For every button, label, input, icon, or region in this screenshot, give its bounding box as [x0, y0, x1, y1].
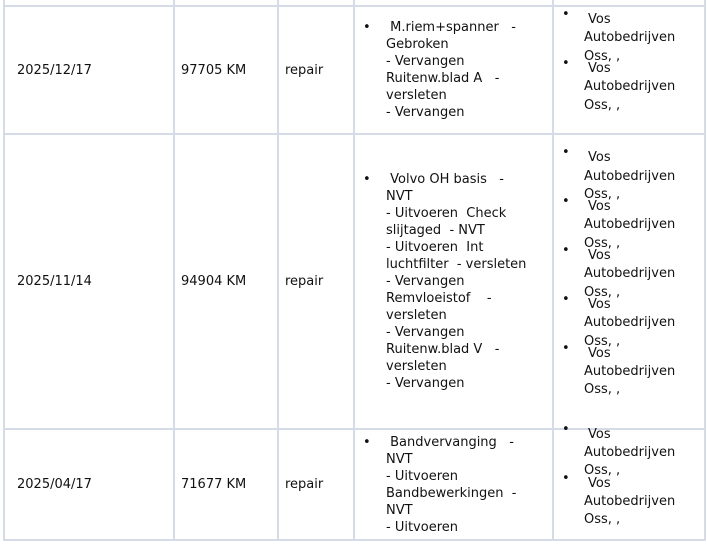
description-line: versleten: [386, 88, 447, 103]
maintenance-history-table: 2025/12/17 97705 KM repair • M.riem+spanner…: [3, 0, 706, 541]
vendor-line: Vos: [588, 150, 611, 166]
bullet-icon: •: [562, 7, 570, 23]
vendor-line: Oss, ,: [584, 48, 621, 64]
vendor-line: Vos: [588, 199, 611, 215]
vendor-list: • Vos Autobedrijven Oss, , • Vos Autobedrijven…: [554, 422, 704, 538]
vendor-item: • Vos Autobedrijven Oss, ,: [554, 56, 704, 115]
description-line: Volvo OH basis -: [386, 172, 504, 187]
description-item: • M.riem+spanner - Gebroken - Vervangen Rui…: [355, 19, 552, 121]
description-line: - Vervangen: [386, 325, 465, 340]
description-line: - Uitvoeren Int: [386, 240, 484, 255]
vendor-line: Oss, ,: [584, 382, 621, 398]
bullet-icon: •: [562, 340, 570, 356]
description-cell: • Volvo OH basis - NVT - Uitvoeren Check sl…: [353, 133, 554, 430]
description-line: - Uitvoeren Check: [386, 206, 507, 221]
description-line: NVT: [386, 502, 413, 518]
table-row: 2025/12/17 97705 KM repair • M.riem+spanner…: [3, 5, 706, 135]
vendor-line: Oss, ,: [584, 512, 621, 528]
description-line: Bandvervanging -: [386, 434, 514, 450]
mileage-cell: 71677 KM: [173, 428, 279, 541]
bullet-icon: •: [562, 291, 570, 307]
vendor-item: • Vos Autobedrijven Oss, ,: [554, 471, 704, 530]
bullet-icon: •: [562, 421, 570, 437]
table-row: 2025/11/14 94904 KM repair • Volvo OH basis…: [3, 133, 706, 430]
vendor-line: Vos: [588, 12, 611, 28]
vendor-line: Oss, ,: [584, 284, 621, 300]
description-line: NVT: [386, 189, 413, 204]
vendor-line: Autobedrijven: [584, 444, 676, 460]
bullet-icon: •: [363, 20, 371, 35]
mileage-cell: 97705 KM: [173, 5, 279, 135]
type-cell: repair: [277, 5, 355, 135]
description-line: M.riem+spanner -: [386, 20, 516, 35]
description-item: • Volvo OH basis - NVT - Uitvoeren Check sl…: [355, 171, 552, 392]
vendor-line: Vos: [588, 248, 611, 264]
date-cell: 2025/12/17: [3, 5, 175, 135]
description-line: - Uitvoeren: [386, 519, 458, 535]
description-line: versleten: [386, 308, 447, 323]
vendor-line: Oss, ,: [584, 186, 621, 202]
vendor-line: Vos: [588, 61, 611, 76]
vendor-line: Vos: [588, 426, 611, 442]
vendor-item: • Vos Autobedrijven Oss, ,: [554, 194, 704, 253]
date-cell: 2025/04/17: [3, 428, 175, 541]
vendor-line: Autobedrijven: [584, 315, 676, 331]
vendor-item: • Vos Autobedrijven Oss, ,: [554, 243, 704, 302]
bullet-icon: •: [562, 145, 570, 161]
description-cell: • Bandvervanging - NVT - Uitvoeren Bandbewe…: [353, 428, 554, 541]
vendor-line: Vos: [588, 296, 611, 312]
description-line: Remvloeistof -: [386, 291, 492, 306]
vendor-line: Autobedrijven: [584, 168, 676, 184]
vendor-line: Autobedrijven: [584, 79, 676, 95]
description-line: NVT: [386, 451, 413, 467]
description-item: • Bandvervanging - NVT - Uitvoeren Bandbewe…: [355, 434, 552, 536]
description-line: Gebroken: [386, 37, 449, 52]
mileage-cell: 94904 KM: [173, 133, 279, 430]
vendor-line: Autobedrijven: [584, 217, 676, 233]
vendor-item: • Vos Autobedrijven Oss, ,: [554, 7, 704, 66]
bullet-icon: •: [562, 194, 570, 210]
vendor-line: Autobedrijven: [584, 493, 676, 509]
vendor-list: • Vos Autobedrijven Oss, , • Vos Autobedrijven…: [554, 7, 704, 123]
bullet-icon: •: [562, 56, 570, 71]
vendor-item: • Vos Autobedrijven Oss, ,: [554, 292, 704, 351]
vendor-line: Oss, ,: [584, 97, 621, 113]
description-line: Ruitenw.blad V -: [386, 342, 500, 357]
description-line: - Vervangen: [386, 54, 465, 69]
bullet-icon: •: [562, 243, 570, 259]
description-line: versleten: [386, 359, 447, 374]
vendor-line: Autobedrijven: [584, 266, 676, 282]
bullet-icon: •: [363, 434, 371, 450]
bullet-icon: •: [363, 172, 371, 187]
vendor-line: Oss, ,: [584, 463, 621, 479]
description-cell: • M.riem+spanner - Gebroken - Vervangen Rui…: [353, 5, 554, 135]
vendor-item: • Vos Autobedrijven Oss, ,: [554, 422, 704, 481]
vendor-line: Vos: [588, 475, 611, 491]
vendor-item: • Vos Autobedrijven Oss, ,: [554, 145, 704, 204]
description-line: luchtfilter - versleten: [386, 257, 527, 272]
vendor-cell: • Vos Autobedrijven Oss, , • Vos Autobedrijven…: [552, 5, 706, 135]
date-cell: 2025/11/14: [3, 133, 175, 430]
description-line: Ruitenw.blad A -: [386, 71, 500, 86]
description-line: - Uitvoeren: [386, 468, 458, 484]
description-line: - Vervangen: [386, 376, 465, 391]
vendor-cell: • Vos Autobedrijven Oss, , • Vos Autobedrijven…: [552, 133, 706, 430]
vendor-line: Autobedrijven: [584, 364, 676, 380]
description-line: slijtaged - NVT: [386, 223, 485, 238]
description-line: - Vervangen: [386, 274, 465, 289]
vendor-item: • Vos Autobedrijven Oss, ,: [554, 341, 704, 400]
description-line: - Vervangen: [386, 105, 465, 120]
table-row: 2025/04/17 71677 KM repair • Bandvervanging…: [3, 422, 706, 541]
type-cell: repair: [277, 428, 355, 541]
vendor-line: Oss, ,: [584, 333, 621, 349]
vendor-cell: • Vos Autobedrijven Oss, , • Vos Autobedrijven…: [552, 422, 706, 541]
vendor-list: • Vos Autobedrijven Oss, , • Vos Autobedrijven…: [554, 145, 704, 407]
vendor-line: Vos: [588, 345, 611, 361]
vendor-line: Oss, ,: [584, 235, 621, 251]
previous-row-clipped: [3, 0, 706, 7]
description-line: Bandbewerkingen -: [386, 485, 517, 501]
type-cell: repair: [277, 133, 355, 430]
bullet-icon: •: [562, 470, 570, 486]
vendor-line: Autobedrijven: [584, 30, 676, 46]
